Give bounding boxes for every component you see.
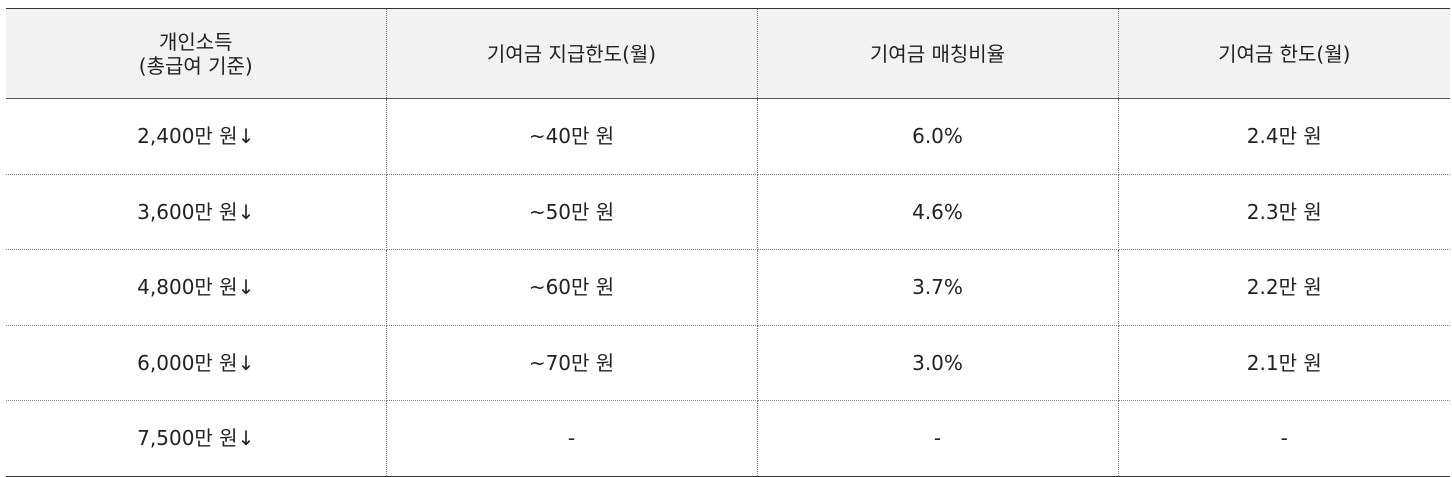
- table-row: 6,000만 원↓ ~70만 원 3.0% 2.1만 원: [6, 325, 1450, 401]
- header-cell: 기여금 지급한도(월): [385, 8, 758, 99]
- table-cell: ~60만 원: [385, 249, 758, 326]
- table-cell: ~50만 원: [385, 174, 758, 250]
- table-cell: 4.6%: [756, 174, 1119, 250]
- table-cell: -: [756, 400, 1119, 477]
- table-cell: ~40만 원: [385, 98, 758, 175]
- table-cell: 2,400만 원↓: [6, 98, 387, 175]
- table-cell: 6,000만 원↓: [6, 325, 387, 401]
- table-cell: 2.2만 원: [1117, 249, 1450, 326]
- table-head: 개인소득 (총급여 기준) 기여금 지급한도(월) 기여금 매칭비율 기여금 한도(월…: [6, 8, 1450, 99]
- table-cell: 7,500만 원↓: [6, 400, 387, 477]
- header-cell: 기여금 한도(월): [1117, 8, 1450, 99]
- table-row: 2,400만 원↓ ~40만 원 6.0% 2.4만 원: [6, 98, 1450, 175]
- header-cell: 개인소득 (총급여 기준): [6, 8, 387, 99]
- table-row: 7,500만 원↓ - - -: [6, 400, 1450, 477]
- header-row: 개인소득 (총급여 기준) 기여금 지급한도(월) 기여금 매칭비율 기여금 한도(월…: [6, 8, 1450, 99]
- header-cell: 기여금 매칭비율: [756, 8, 1119, 99]
- table-body: 2,400만 원↓ ~40만 원 6.0% 2.4만 원 3,600만 원↓ ~50만 원…: [6, 98, 1450, 477]
- table-cell: 6.0%: [756, 98, 1119, 175]
- table-cell: 3.7%: [756, 249, 1119, 326]
- table-cell: 4,800만 원↓: [6, 249, 387, 326]
- table-cell: ~70만 원: [385, 325, 758, 401]
- table-cell: -: [1117, 400, 1450, 477]
- table-cell: 2.1만 원: [1117, 325, 1450, 401]
- table-row: 4,800만 원↓ ~60만 원 3.7% 2.2만 원: [6, 249, 1450, 326]
- table-row: 3,600만 원↓ ~50만 원 4.6% 2.3만 원: [6, 174, 1450, 250]
- contribution-table: 개인소득 (총급여 기준) 기여금 지급한도(월) 기여금 매칭비율 기여금 한도(월…: [6, 8, 1450, 477]
- table-cell: 3,600만 원↓: [6, 174, 387, 250]
- table-cell: 2.3만 원: [1117, 174, 1450, 250]
- table-cell: -: [385, 400, 758, 477]
- table-cell: 3.0%: [756, 325, 1119, 401]
- table-cell: 2.4만 원: [1117, 98, 1450, 175]
